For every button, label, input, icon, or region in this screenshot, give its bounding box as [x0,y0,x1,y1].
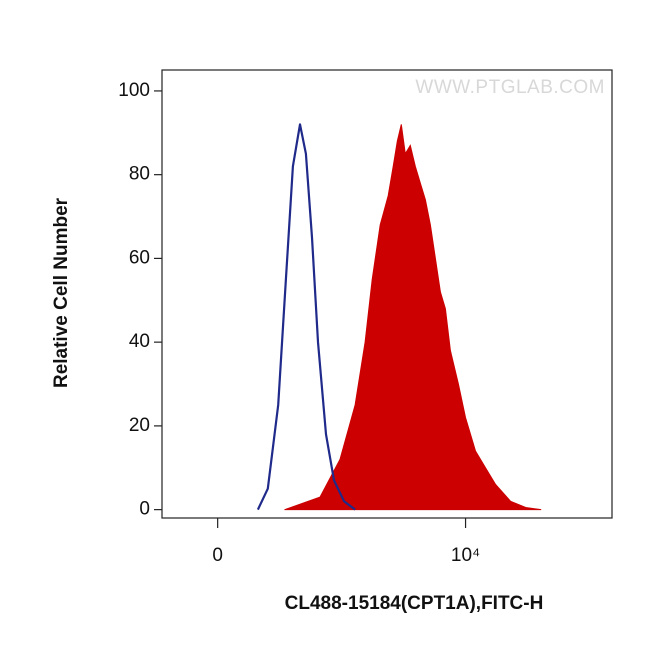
x-tick-label: 10⁴ [451,545,480,566]
y-tick-label: 60 [129,247,150,268]
x-axis-title: CL488-15184(CPT1A),FITC-H [285,593,544,614]
y-axis-title: Relative Cell Number [51,197,72,388]
y-tick-label: 0 [139,499,150,520]
y-tick-label: 20 [129,415,150,436]
histogram-area [284,124,542,511]
watermark: WWW.PTGLAB.COM [415,77,605,98]
y-tick-label: 40 [129,331,150,352]
plot-frame [161,69,613,519]
x-tick-label: 0 [212,545,223,566]
histogram-line [256,123,356,511]
y-tick-label: 100 [118,80,150,101]
y-tick-label: 80 [129,164,150,185]
